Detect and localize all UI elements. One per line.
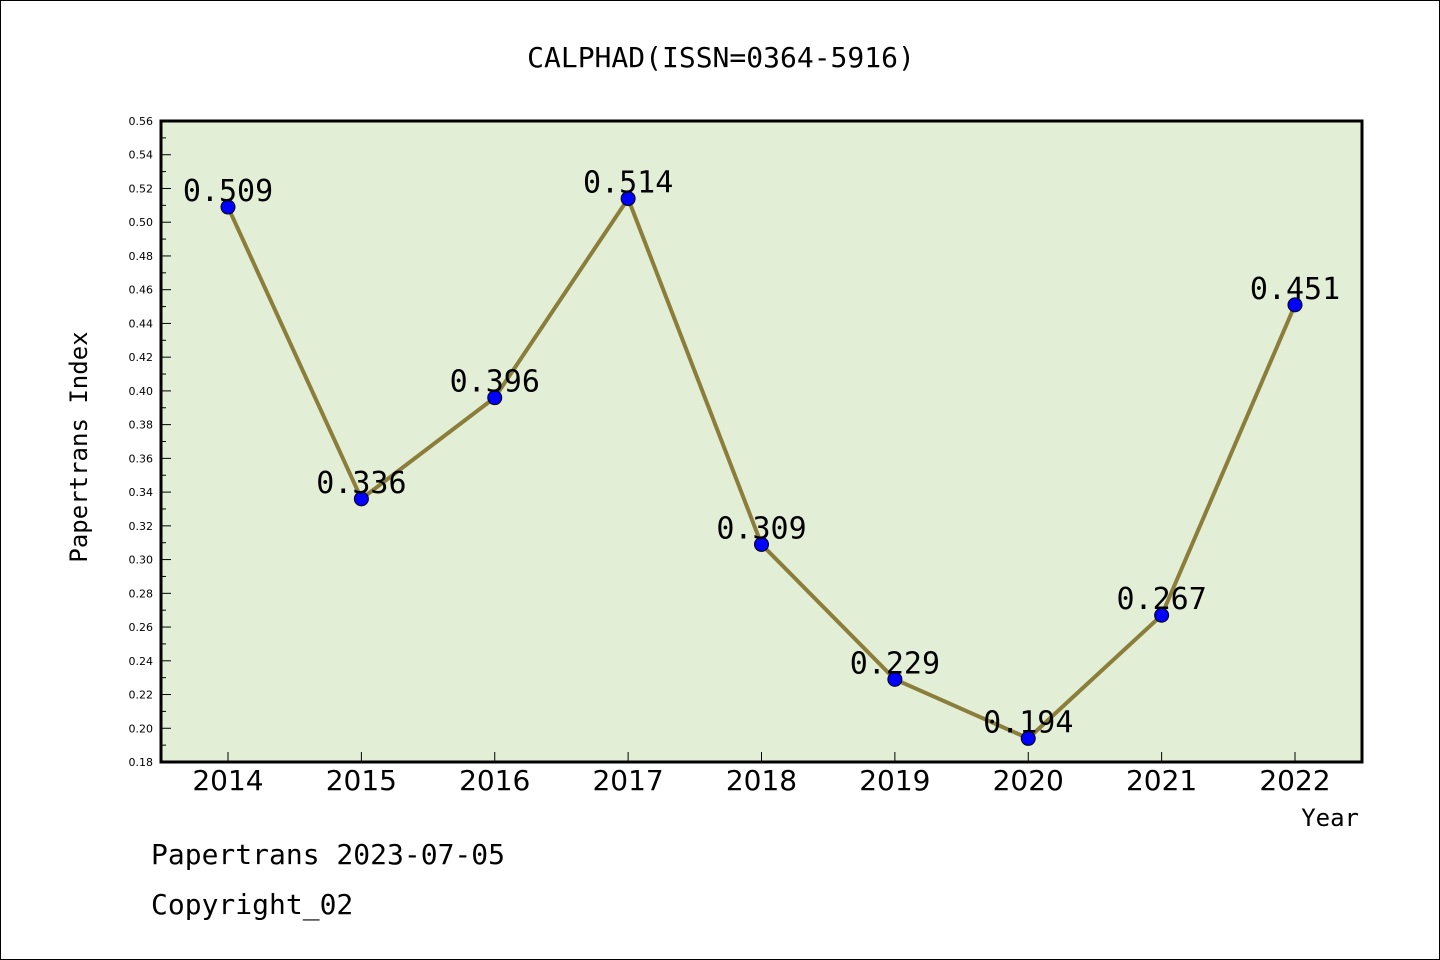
data-point (620, 191, 636, 207)
data-label: 0.451 (1250, 272, 1340, 307)
data-point (353, 491, 369, 507)
data-point (220, 199, 236, 215)
data-label: 0.514 (583, 166, 673, 201)
y-tick-label: 0.42 (129, 351, 154, 364)
y-tick-label: 0.44 (129, 317, 154, 330)
data-label: 0.396 (450, 365, 540, 400)
data-point (754, 536, 769, 552)
footer-date: Papertrans 2023-07-05 (151, 838, 505, 871)
data-point (1287, 297, 1303, 313)
y-tick-label: 0.22 (129, 689, 154, 702)
y-tick-label: 0.50 (129, 216, 154, 229)
x-tick-label: 2018 (726, 764, 797, 797)
footer-copyright: Copyright_02 (151, 888, 353, 922)
y-tick-label: 0.18 (129, 756, 154, 769)
y-tick-label: 0.26 (129, 621, 154, 634)
y-tick-label: 0.38 (129, 419, 154, 432)
x-tick-label: 2019 (859, 764, 930, 797)
y-tick-label: 0.34 (129, 486, 154, 499)
data-labels: 0.509 0.336 0.396 0.514 0.309 0.229 0.194 0.267… (183, 166, 1340, 741)
data-label: 0.267 (1116, 582, 1206, 617)
y-axis-label: Papertrans Index (65, 331, 93, 562)
data-point (1020, 730, 1036, 746)
x-axis-label: Year (1301, 804, 1359, 832)
y-tick-label: 0.52 (129, 182, 154, 195)
x-tick-label: 2016 (459, 764, 530, 797)
y-tick-label: 0.48 (129, 250, 154, 263)
y-axis-ticks: 0.18 0.20 0.22 0.24 0.26 0.28 0.30 0.32 0.34 0.36… (129, 115, 171, 769)
x-tick-label: 2021 (1126, 764, 1197, 797)
chart-title: CALPHAD(ISSN=0364-5916) (527, 41, 915, 74)
x-tick-label: 2015 (326, 764, 397, 797)
data-label: 0.229 (850, 646, 940, 681)
y-tick-label: 0.24 (129, 655, 154, 668)
data-points (220, 191, 1303, 746)
data-label: 0.509 (183, 174, 273, 209)
x-tick-label: 2014 (192, 764, 263, 797)
data-point (887, 671, 903, 687)
x-axis-ticks: 2014 2015 2016 2017 2018 2019 2020 2021 2022 (192, 752, 1331, 797)
data-label: 0.336 (316, 466, 406, 501)
y-tick-label: 0.54 (129, 149, 154, 162)
y-tick-label: 0.46 (129, 284, 154, 297)
data-point (1154, 607, 1170, 623)
x-tick-label: 2022 (1259, 764, 1330, 797)
x-tick-label: 2017 (592, 764, 663, 797)
y-tick-label: 0.28 (129, 587, 154, 600)
plot-area (161, 121, 1362, 762)
plot-border (159, 119, 1364, 764)
data-point (487, 390, 503, 406)
y-tick-label: 0.32 (129, 520, 154, 533)
x-tick-label: 2020 (993, 764, 1064, 797)
data-label: 0.194 (983, 705, 1073, 740)
y-tick-label: 0.20 (129, 722, 154, 735)
y-tick-label: 0.40 (129, 385, 154, 398)
y-tick-label: 0.30 (129, 554, 154, 567)
data-label: 0.309 (716, 511, 806, 546)
y-tick-label: 0.36 (129, 452, 154, 465)
y-tick-label: 0.56 (129, 115, 154, 128)
